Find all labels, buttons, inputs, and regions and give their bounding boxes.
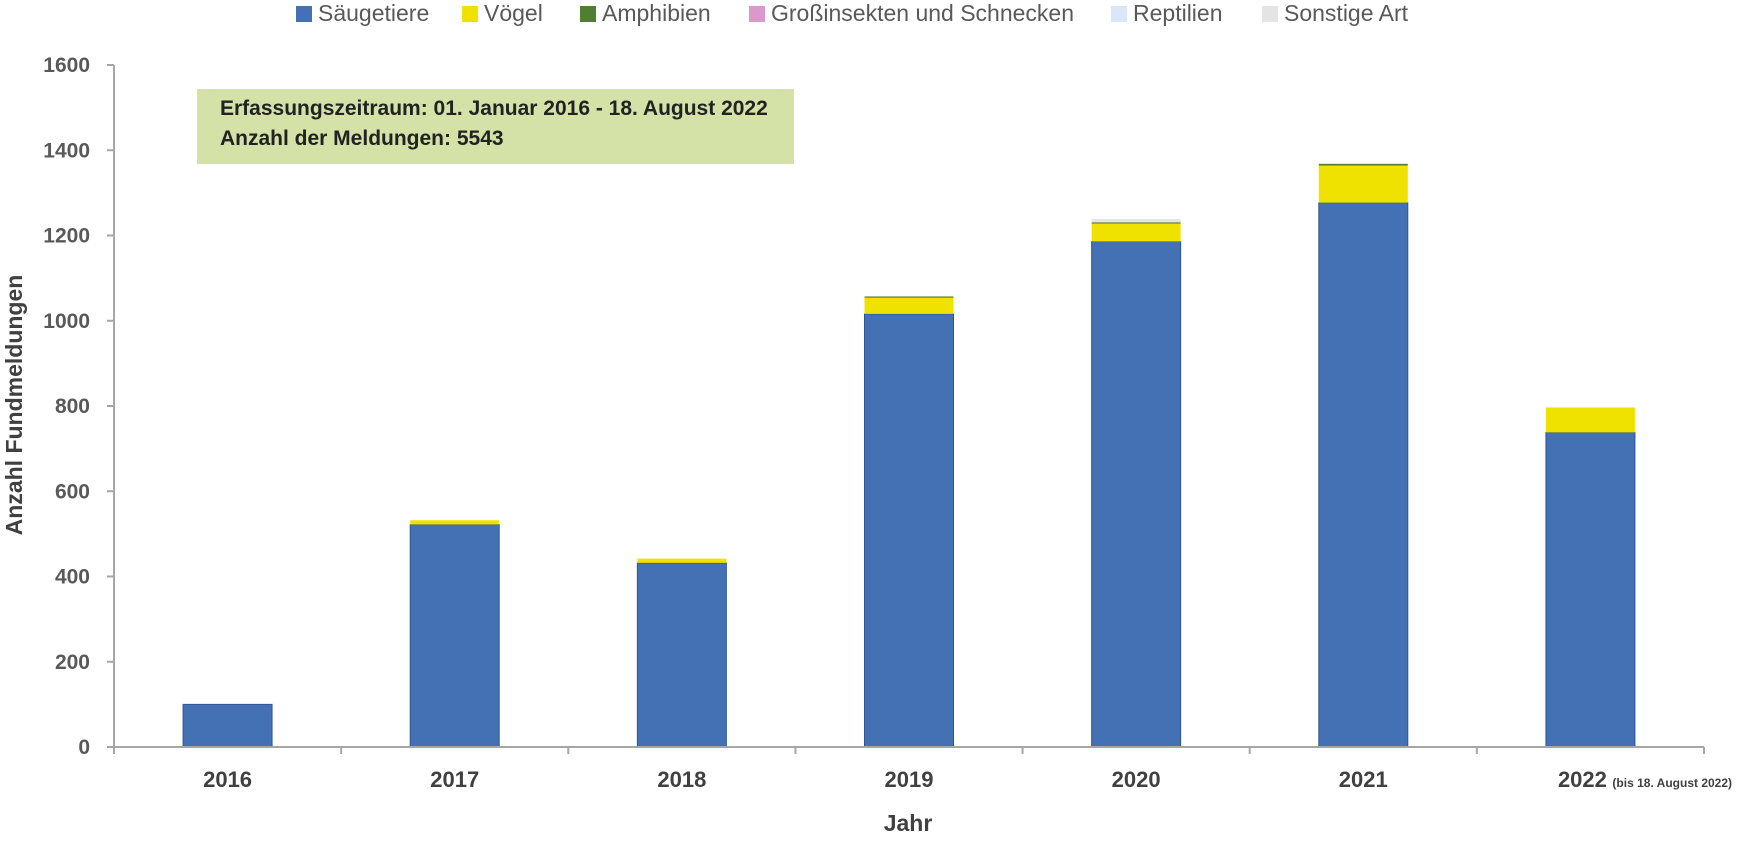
- legend-label: Säugetiere: [318, 0, 429, 26]
- legend-swatch: [1262, 6, 1278, 22]
- annotation-count: Anzahl der Meldungen: 5543: [220, 127, 504, 150]
- legend-swatch: [580, 6, 596, 22]
- x-axis: 2016 2017 2018 2019 2020 2021 2022 (bis 18. Aug…: [113, 746, 1732, 792]
- legend-swatch: [1111, 6, 1127, 22]
- x-tick-note: (bis 18. August 2022): [1612, 776, 1732, 790]
- bar-2020-amphibien: [1091, 222, 1181, 224]
- x-axis-title: Jahr: [884, 810, 933, 836]
- bar-2021-sonstige-art: [1318, 163, 1408, 165]
- bar-2021-vögel: [1318, 165, 1408, 203]
- bar-2022-sonstige-art: [1545, 406, 1635, 408]
- legend-label: Großinsekten und Schnecken: [771, 0, 1074, 26]
- legend-label: Amphibien: [602, 0, 711, 26]
- annotation-period: Erfassungszeitraum: 01. Januar 2016 - 18…: [220, 97, 768, 120]
- y-tick-label: 1000: [43, 310, 90, 333]
- bar-2019-säugetiere: [864, 313, 954, 748]
- x-tick-label: 2017: [430, 767, 479, 792]
- y-axis: 0 200 400 600 800 1000 1200 1400 1600: [43, 54, 115, 759]
- legend-swatch: [462, 6, 478, 22]
- bar-2020-säugetiere: [1091, 240, 1182, 748]
- bar-2019-vögel: [864, 297, 954, 314]
- bar-2018-säugetiere: [636, 562, 727, 748]
- bar-2020-vögel: [1091, 223, 1181, 242]
- legend-swatch: [296, 6, 312, 22]
- bar-2018-vögel: [637, 558, 727, 563]
- y-tick-label: 1600: [43, 54, 90, 77]
- legend-swatch: [749, 6, 765, 22]
- annotation-background: [197, 89, 794, 164]
- bars: [182, 163, 1636, 748]
- y-tick-label: 1200: [43, 225, 90, 248]
- y-tick-label: 400: [55, 566, 90, 589]
- bar-2021-amphibien: [1318, 163, 1408, 166]
- x-tick-label: 2022: [1558, 767, 1607, 792]
- y-tick-label: 200: [55, 651, 90, 674]
- bar-2016-säugetiere: [182, 703, 273, 748]
- legend-label: Reptilien: [1133, 0, 1223, 26]
- y-axis-title: Anzahl Fundmeldungen: [1, 275, 27, 536]
- x-tick-label: 2016: [203, 767, 252, 792]
- bar-2017-vögel: [410, 520, 500, 525]
- bar-2022-vögel: [1545, 407, 1635, 433]
- legend: Säugetiere Vögel Amphibien Großinsekten und…: [296, 0, 1409, 26]
- x-tick-label: 2018: [657, 767, 706, 792]
- bar-2020-sonstige-art: [1091, 218, 1181, 223]
- y-tick-label: 1400: [43, 139, 90, 162]
- bar-2017-säugetiere: [409, 523, 500, 748]
- bar-2022-säugetiere: [1545, 431, 1636, 748]
- x-tick-label: 2021: [1339, 767, 1388, 792]
- x-tick-label: 2020: [1112, 767, 1161, 792]
- y-tick-label: 600: [55, 480, 90, 503]
- bar-2021-säugetiere: [1318, 202, 1409, 748]
- bar-2019-amphibien: [864, 296, 954, 298]
- y-tick-label: 800: [55, 395, 90, 418]
- legend-label: Vögel: [484, 0, 543, 26]
- legend-label: Sonstige Art: [1284, 0, 1409, 26]
- annotation-box: Erfassungszeitraum: 01. Januar 2016 - 18…: [197, 89, 794, 164]
- x-tick-label: 2019: [885, 767, 934, 792]
- y-tick-label: 0: [78, 736, 90, 759]
